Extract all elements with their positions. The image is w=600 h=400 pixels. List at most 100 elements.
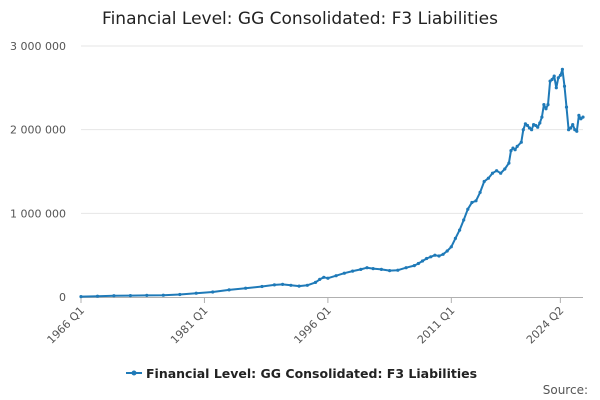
data-point[interactable] — [519, 140, 523, 144]
data-point[interactable] — [211, 290, 215, 294]
y-tick-label: 0 — [59, 291, 66, 304]
data-point[interactable] — [552, 74, 556, 78]
data-point[interactable] — [515, 144, 519, 148]
data-point[interactable] — [388, 269, 392, 273]
data-point[interactable] — [326, 276, 330, 280]
data-point[interactable] — [521, 128, 525, 132]
legend-label: Financial Level: GG Consolidated: F3 Lia… — [146, 366, 477, 381]
data-point[interactable] — [95, 294, 100, 298]
x-tick-label: 1981 Q1 — [168, 304, 211, 347]
data-point[interactable] — [550, 77, 554, 82]
data-point[interactable] — [227, 288, 231, 292]
data-point[interactable] — [538, 121, 542, 125]
data-point[interactable] — [575, 129, 579, 133]
data-point[interactable] — [441, 252, 445, 256]
data-point[interactable] — [445, 249, 449, 253]
data-point[interactable] — [486, 176, 490, 180]
data-point[interactable] — [544, 107, 548, 111]
data-point[interactable] — [371, 267, 375, 271]
data-point[interactable] — [260, 284, 264, 289]
data-point[interactable] — [546, 103, 550, 107]
data-point[interactable] — [379, 267, 383, 271]
x-tick-label: 2024 Q2 — [524, 304, 567, 347]
data-point[interactable] — [577, 113, 581, 117]
data-point[interactable] — [458, 228, 462, 232]
data-point[interactable] — [507, 161, 511, 165]
data-point[interactable] — [462, 218, 466, 222]
chart-title: Financial Level: GG Consolidated: F3 Lia… — [102, 9, 498, 29]
data-point[interactable] — [466, 207, 470, 211]
grid-lines — [81, 45, 583, 214]
data-point[interactable] — [281, 282, 285, 286]
data-point[interactable] — [525, 123, 530, 128]
data-point[interactable] — [244, 286, 248, 290]
data-point[interactable] — [194, 291, 198, 295]
data-point[interactable] — [334, 274, 338, 278]
data-point[interactable] — [556, 76, 560, 80]
data-point[interactable] — [112, 294, 116, 298]
data-point[interactable] — [554, 86, 558, 90]
data-point[interactable] — [128, 294, 132, 298]
data-point[interactable] — [495, 169, 499, 173]
data-point[interactable] — [437, 254, 441, 258]
series-line-group — [79, 67, 585, 299]
data-point[interactable] — [490, 171, 495, 175]
y-tick-label: 1 000 000 — [10, 207, 66, 220]
data-point[interactable] — [297, 284, 301, 288]
data-point[interactable] — [513, 148, 517, 152]
source-label[interactable]: Source: — [543, 383, 588, 397]
data-point[interactable] — [530, 128, 534, 132]
data-point[interactable] — [289, 283, 293, 287]
x-tick-label: 2011 Q1 — [415, 304, 458, 347]
data-point[interactable] — [359, 267, 363, 271]
data-point[interactable] — [433, 253, 437, 257]
y-tick-label: 2 000 000 — [10, 124, 66, 137]
data-point[interactable] — [318, 277, 322, 281]
legend-marker-icon — [131, 370, 137, 376]
data-point[interactable] — [425, 256, 429, 261]
data-point[interactable] — [429, 255, 433, 259]
data-point[interactable] — [178, 292, 182, 297]
data-point[interactable] — [365, 266, 369, 270]
data-point[interactable] — [540, 115, 544, 119]
data-point[interactable] — [449, 245, 453, 249]
data-point[interactable] — [542, 103, 546, 107]
x-tick-label: 1996 Q1 — [291, 304, 334, 347]
data-point[interactable] — [470, 200, 474, 205]
data-point[interactable] — [404, 266, 408, 270]
data-point[interactable] — [453, 236, 457, 240]
data-point[interactable] — [560, 67, 565, 71]
legend[interactable]: Financial Level: GG Consolidated: F3 Lia… — [126, 366, 477, 381]
data-point[interactable] — [145, 293, 149, 297]
data-point[interactable] — [509, 149, 513, 153]
x-axis: 1966 Q1 1981 Q1 1996 Q1 2011 Q1 2024 Q2 — [45, 297, 583, 346]
data-point[interactable] — [474, 199, 478, 203]
series-line[interactable] — [80, 68, 584, 298]
data-point[interactable] — [562, 84, 567, 88]
data-point[interactable] — [79, 295, 83, 299]
y-tick-label: 3 000 000 — [10, 40, 66, 53]
data-point[interactable] — [305, 283, 309, 287]
data-point[interactable] — [581, 115, 585, 119]
data-point[interactable] — [396, 268, 400, 272]
data-point[interactable] — [571, 123, 575, 127]
data-point[interactable] — [420, 259, 425, 263]
data-point[interactable] — [342, 271, 346, 275]
data-point[interactable] — [482, 179, 486, 184]
data-point[interactable] — [272, 283, 276, 287]
data-point[interactable] — [569, 126, 573, 130]
data-point[interactable] — [503, 167, 507, 171]
data-point[interactable] — [564, 105, 569, 109]
data-point[interactable] — [322, 275, 326, 279]
x-tick-label: 1966 Q1 — [45, 304, 88, 347]
data-point[interactable] — [313, 280, 318, 284]
data-point[interactable] — [536, 125, 540, 129]
data-point[interactable] — [416, 261, 420, 266]
data-point[interactable] — [351, 269, 355, 273]
data-point[interactable] — [558, 73, 563, 77]
data-point[interactable] — [161, 293, 165, 297]
data-point[interactable] — [499, 171, 503, 175]
data-point[interactable] — [412, 264, 416, 268]
data-point[interactable] — [478, 190, 482, 194]
